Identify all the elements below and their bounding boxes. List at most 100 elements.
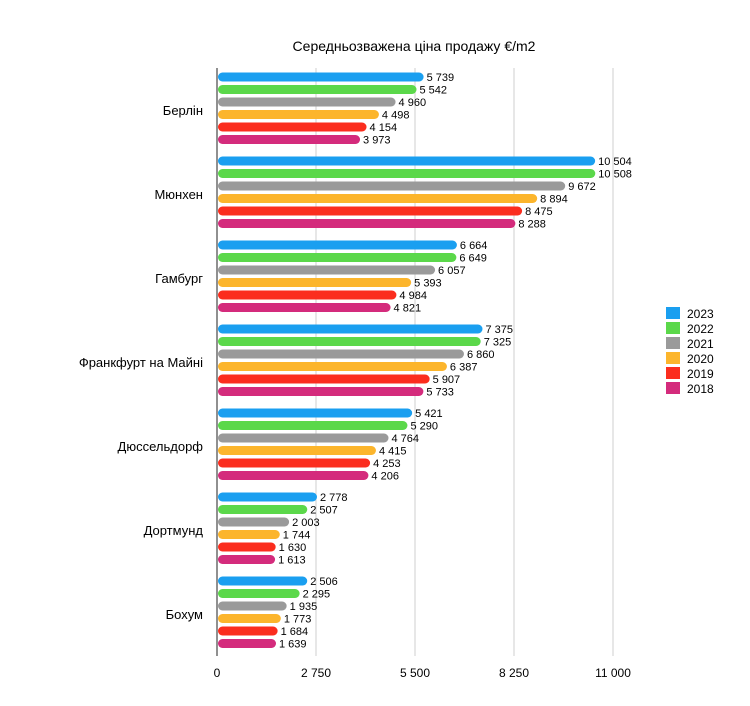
data-label: 1 684 xyxy=(281,626,309,638)
category-labels: Берлін Мюнхен Гамбург Франкфурт на Майні Дюс… xyxy=(79,103,204,622)
category-label: Дортмунд xyxy=(144,523,204,538)
bar xyxy=(218,194,538,203)
x-tick-label: 8 250 xyxy=(499,666,529,680)
bar xyxy=(218,85,417,94)
data-label: 9 672 xyxy=(568,181,596,193)
data-label: 10 504 xyxy=(598,156,632,168)
legend-label: 2018 xyxy=(687,382,714,396)
bar xyxy=(218,181,566,191)
legend-item: 2021 xyxy=(666,337,714,351)
bar xyxy=(218,135,361,144)
bar xyxy=(218,505,308,514)
data-label: 6 860 xyxy=(467,349,495,361)
bar xyxy=(218,433,389,443)
category-label: Франкфурт на Майні xyxy=(79,355,203,370)
bar xyxy=(218,169,596,178)
data-label: 4 498 xyxy=(382,110,410,122)
bar xyxy=(218,421,408,430)
bar xyxy=(218,614,281,623)
legend-label: 2021 xyxy=(687,337,714,351)
bar xyxy=(218,530,280,539)
data-label: 4 984 xyxy=(399,290,427,302)
data-label: 8 475 xyxy=(525,206,553,218)
data-label: 5 393 xyxy=(414,278,442,290)
data-label: 2 507 xyxy=(310,505,338,517)
x-axis-ticks: 0 2 750 5 500 8 250 11 000 xyxy=(214,666,632,680)
data-label: 1 613 xyxy=(278,555,306,567)
bar xyxy=(218,72,424,82)
legend-item: 2018 xyxy=(666,382,714,396)
legend-swatch xyxy=(666,337,680,349)
data-label: 4 154 xyxy=(370,122,398,134)
data-label: 5 421 xyxy=(415,408,443,420)
data-label: 5 739 xyxy=(427,72,455,84)
bar xyxy=(218,278,412,287)
bar xyxy=(218,240,457,250)
x-tick-label: 5 500 xyxy=(400,666,430,680)
legend-label: 2023 xyxy=(687,307,714,321)
legend-swatch xyxy=(666,382,680,394)
bar xyxy=(218,156,596,166)
data-label: 10 508 xyxy=(598,169,632,181)
category-label: Гамбург xyxy=(155,271,203,286)
bar xyxy=(218,374,430,384)
bar xyxy=(218,253,457,262)
bar xyxy=(218,517,290,527)
legend-item: 2022 xyxy=(666,322,714,336)
data-label: 5 907 xyxy=(433,374,461,386)
category-label: Бохум xyxy=(166,607,203,622)
legend-item: 2020 xyxy=(666,352,714,366)
data-label: 2 778 xyxy=(320,492,348,504)
data-label: 1 744 xyxy=(283,530,311,542)
bar xyxy=(218,542,276,552)
bar xyxy=(218,337,481,346)
legend-swatch xyxy=(666,367,680,379)
chart-title: Середньозважена ціна продажу €/m2 xyxy=(293,38,536,54)
data-label: 4 415 xyxy=(379,446,407,458)
bar xyxy=(218,626,278,636)
bar xyxy=(218,265,436,275)
data-label: 2 295 xyxy=(303,589,331,601)
data-label: 8 894 xyxy=(540,194,568,206)
data-label: 6 649 xyxy=(459,253,487,265)
data-label: 1 773 xyxy=(284,614,312,626)
data-label: 5 290 xyxy=(410,421,438,433)
bar xyxy=(218,122,367,132)
legend-swatch xyxy=(666,322,680,334)
data-label: 6 664 xyxy=(460,240,488,252)
data-label: 1 935 xyxy=(290,601,318,613)
bar xyxy=(218,471,369,480)
bar xyxy=(218,639,277,648)
legend-swatch xyxy=(666,307,680,319)
x-tick-label: 11 000 xyxy=(595,666,631,680)
data-label: 1 639 xyxy=(279,639,307,651)
data-label: 4 206 xyxy=(371,471,399,483)
category-label: Мюнхен xyxy=(154,187,203,202)
bar xyxy=(218,601,287,611)
category-label: Дюссельдорф xyxy=(118,439,204,454)
legend-label: 2019 xyxy=(687,367,714,381)
bar xyxy=(218,446,376,455)
bar xyxy=(218,110,379,119)
x-tick-label: 2 750 xyxy=(301,666,331,680)
bar xyxy=(218,303,391,312)
data-label: 7 375 xyxy=(486,324,514,336)
data-label: 4 960 xyxy=(399,97,427,109)
bar xyxy=(218,97,396,107)
data-label: 6 387 xyxy=(450,362,478,374)
legend-item: 2023 xyxy=(666,307,714,321)
data-label: 6 057 xyxy=(438,265,466,277)
legend-label: 2020 xyxy=(687,352,714,366)
bar xyxy=(218,290,397,300)
x-tick-label: 0 xyxy=(214,666,221,680)
data-label: 5 733 xyxy=(426,387,454,399)
data-label: 4 764 xyxy=(392,433,420,445)
